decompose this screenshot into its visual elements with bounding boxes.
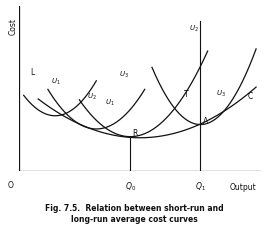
Text: $U_2$: $U_2$ xyxy=(189,24,199,34)
Text: $U_2$: $U_2$ xyxy=(87,92,96,102)
Text: $U_3$: $U_3$ xyxy=(216,88,226,98)
Text: $U_3$: $U_3$ xyxy=(119,70,129,80)
Text: $Q_0$: $Q_0$ xyxy=(125,180,136,192)
Text: Fig. 7.5.  Relation between short-run and
long-run average cost curves: Fig. 7.5. Relation between short-run and… xyxy=(45,203,224,223)
Text: $Q_1$: $Q_1$ xyxy=(195,180,206,192)
Text: T: T xyxy=(183,90,188,99)
Text: $U_1$: $U_1$ xyxy=(51,76,61,86)
Text: O: O xyxy=(8,180,13,189)
Text: Cost: Cost xyxy=(8,18,17,35)
Text: L: L xyxy=(30,68,34,77)
Text: R: R xyxy=(133,128,138,137)
Text: Output: Output xyxy=(229,182,256,191)
Text: A: A xyxy=(203,116,208,125)
Text: C: C xyxy=(247,92,253,101)
Text: $U_1$: $U_1$ xyxy=(105,97,115,107)
